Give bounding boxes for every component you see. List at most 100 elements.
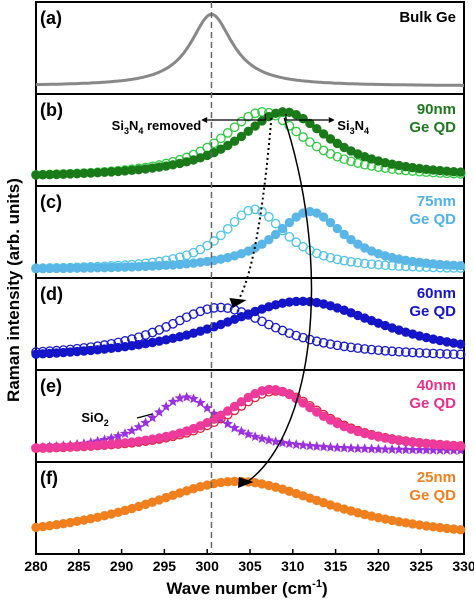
data-point	[250, 121, 260, 131]
panel-label: 75nm	[417, 193, 456, 210]
data-point	[222, 223, 233, 234]
si3n4-sub3: 3	[350, 126, 355, 136]
panel-label: 90nm	[417, 101, 456, 118]
data-point	[216, 133, 226, 144]
data-point	[263, 212, 274, 222]
data-point	[332, 138, 343, 149]
data-point	[414, 444, 425, 455]
data-point	[312, 123, 322, 134]
panel-tag: (a)	[40, 8, 62, 28]
data-point	[256, 433, 268, 444]
data-point	[346, 342, 356, 353]
si3n4-removed-label: Si3N4 removed	[112, 118, 202, 136]
panel-label: Ge QD	[409, 211, 456, 228]
data-point	[284, 389, 295, 400]
data-point	[202, 402, 213, 413]
data-point	[366, 344, 377, 355]
x-tick-label: 320	[367, 558, 391, 574]
data-point	[311, 441, 322, 451]
data-point	[270, 229, 281, 240]
data-point	[284, 120, 295, 131]
sio2-sub: 2	[104, 418, 109, 428]
data-point	[229, 422, 240, 433]
data-point	[339, 154, 350, 165]
si3n4-si: Si	[337, 118, 349, 133]
data-point	[291, 126, 302, 137]
si3n4-sub4: 4	[364, 126, 369, 136]
data-point	[243, 205, 254, 216]
data-point	[257, 106, 267, 117]
data-point	[339, 229, 349, 240]
data-point	[223, 406, 233, 416]
data-point	[249, 431, 261, 442]
panel-frame	[35, 461, 465, 555]
data-point	[229, 217, 240, 227]
data-point	[325, 134, 336, 144]
data-point	[435, 348, 445, 359]
x-tick-label: 285	[67, 558, 91, 574]
data-point	[257, 239, 267, 249]
dotted-arrowhead	[229, 298, 247, 308]
data-point	[229, 401, 240, 412]
data-point	[325, 441, 336, 452]
panel-tag: (d)	[40, 284, 63, 304]
data-point	[442, 349, 452, 359]
x-tick-label: 300	[196, 558, 220, 574]
si3n4-removed-sub4: 4	[138, 126, 143, 136]
data-point	[236, 116, 247, 127]
data-point	[366, 259, 377, 270]
arrowhead-left	[201, 117, 208, 123]
data-point	[243, 428, 254, 439]
data-point	[455, 261, 466, 271]
panel-label: 40nm	[417, 377, 456, 394]
data-point	[140, 417, 151, 428]
panel-tag: (e)	[40, 376, 62, 396]
si3n4-removed-n: N	[129, 118, 138, 133]
data-point	[359, 443, 370, 454]
data-point	[455, 441, 466, 451]
data-point	[428, 444, 439, 455]
data-point	[304, 440, 316, 451]
solid-arrow	[243, 117, 313, 485]
data-point	[291, 212, 301, 222]
data-point	[393, 444, 405, 455]
data-point	[277, 223, 288, 234]
data-point	[407, 347, 418, 358]
data-point	[352, 443, 364, 453]
panel-tag: (f)	[40, 468, 58, 488]
data-point	[126, 425, 138, 436]
data-point	[195, 306, 206, 317]
data-point	[154, 406, 165, 417]
data-point	[353, 257, 363, 268]
data-point	[222, 303, 233, 313]
data-point	[250, 108, 260, 119]
sio2-main: SiO	[81, 410, 103, 425]
sio2-pointer	[136, 413, 153, 419]
data-point	[257, 206, 267, 217]
panel-label: Ge QD	[409, 119, 456, 136]
data-point	[332, 340, 343, 351]
data-point	[318, 441, 329, 452]
panel-label: Ge QD	[409, 395, 456, 412]
data-point	[209, 138, 219, 149]
data-point	[353, 158, 363, 168]
data-point	[133, 421, 144, 432]
data-point	[270, 436, 281, 447]
data-point	[407, 444, 418, 455]
data-point	[195, 397, 206, 408]
data-point	[284, 232, 295, 242]
data-point	[236, 397, 247, 407]
panel-label: Ge QD	[409, 487, 456, 504]
data-point	[188, 393, 199, 404]
x-tick-label: 325	[410, 558, 434, 574]
data-point	[277, 437, 288, 448]
data-point	[421, 444, 432, 455]
data-point	[147, 412, 158, 423]
data-point	[202, 304, 213, 315]
x-tick-label: 315	[324, 558, 348, 574]
